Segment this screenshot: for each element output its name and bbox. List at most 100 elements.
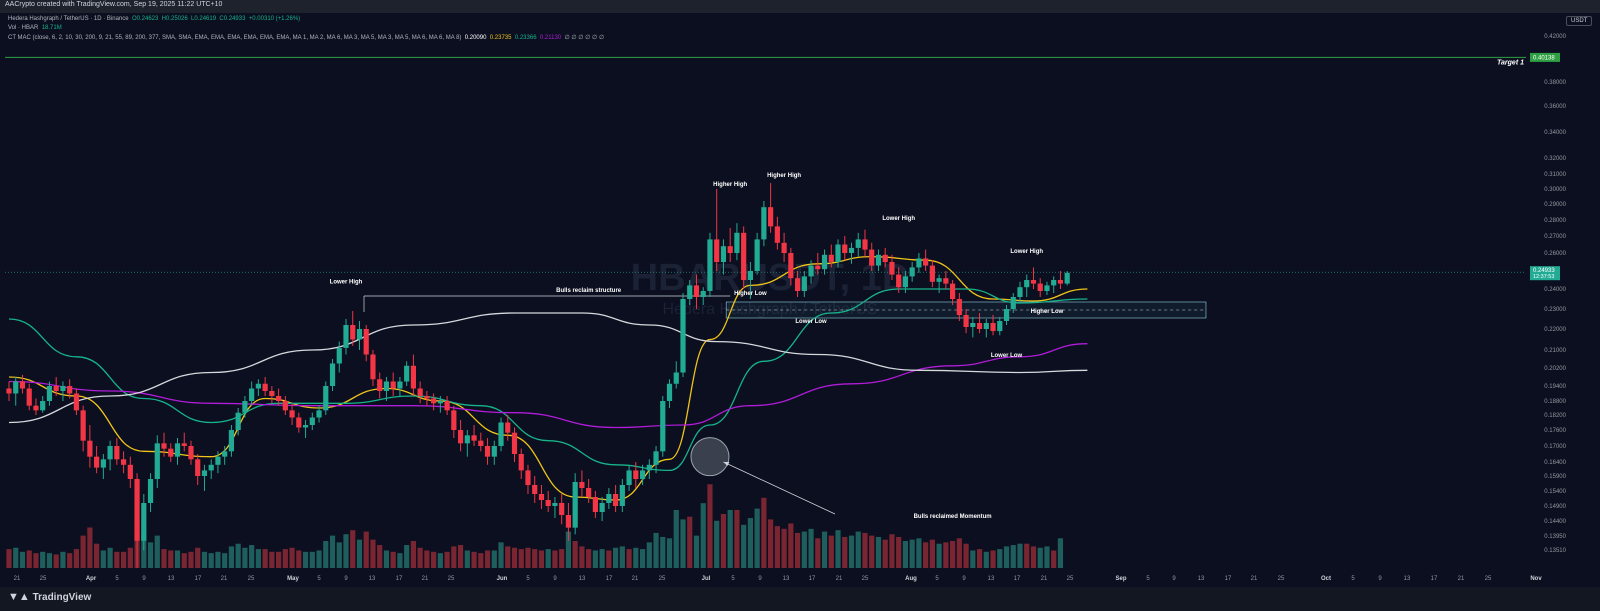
top-attribution-bar: AACrypto created with TradingView.com, S… (0, 0, 1600, 13)
chart-area[interactable] (0, 13, 1600, 587)
x-axis-label: 25 (1485, 576, 1492, 582)
x-axis-label: May (287, 576, 299, 582)
volume-bar (613, 547, 619, 568)
volume-bar (943, 542, 949, 568)
candle-body (626, 470, 632, 485)
volume-bar (579, 546, 585, 568)
candle-body (255, 383, 261, 389)
candle-body (815, 265, 821, 270)
candle-body (862, 239, 868, 250)
y-axis-label: 0.22000 (1544, 327, 1566, 333)
candle-body (1051, 280, 1057, 286)
volume-bar (781, 528, 787, 568)
x-axis-label: 21 (632, 576, 639, 582)
candle-body (848, 247, 855, 253)
volume-bar (141, 534, 147, 568)
candle-body (1057, 280, 1064, 284)
x-axis-label: 21 (1251, 576, 1258, 582)
volume-bar (255, 549, 261, 568)
candle-body (801, 276, 807, 291)
candle-body (882, 254, 888, 262)
volume-bar (417, 547, 423, 568)
annotation-label: Bulls reclaimed Momentum (914, 514, 992, 520)
volume-bar (215, 551, 221, 568)
volume-bar (377, 545, 383, 568)
candle-body (518, 454, 524, 471)
candle-body (916, 258, 922, 268)
volume-bar (410, 541, 416, 568)
x-axis-label: Sep (1115, 576, 1126, 582)
x-axis-label: 21 (422, 576, 429, 582)
candle-body (896, 274, 902, 288)
legend-volume-value: 18.71M (41, 25, 62, 31)
volume-bar (956, 538, 962, 568)
x-axis-label: 13 (369, 576, 376, 582)
x-axis-label: 21 (221, 576, 228, 582)
candle-body (363, 329, 369, 355)
volume-bar (249, 545, 255, 568)
volume-bar (741, 524, 747, 568)
tv-logo-icon: ▼▲ (8, 591, 30, 603)
candle-body (134, 479, 140, 541)
volume-bar (161, 549, 167, 568)
volume-bar (6, 549, 12, 568)
candle-body (754, 239, 760, 271)
volume-bar (424, 550, 430, 568)
volume-bar (491, 550, 497, 568)
volume-bar (329, 535, 336, 568)
y-axis-label: 0.13510 (1544, 548, 1566, 554)
candle-body (734, 232, 740, 253)
legend-line-1: Hedera Hashgraph / TetherUS · 1D · Binan… (8, 16, 300, 22)
y-axis-label: 0.20200 (1544, 366, 1566, 372)
volume-bar (532, 549, 538, 568)
volume-bar (46, 553, 53, 568)
volume-bar (1051, 550, 1057, 568)
x-axis-label: 5 (935, 576, 939, 582)
volume-bar (545, 549, 551, 568)
countdown-label: 12:37:53 (1533, 274, 1554, 280)
volume-bar (343, 534, 349, 568)
y-axis-label: 0.14900 (1544, 504, 1566, 510)
candle-body (929, 265, 935, 282)
volume-bar (228, 546, 235, 568)
volume-bar (896, 536, 902, 568)
candle-body (188, 446, 194, 460)
x-axis-label: 17 (809, 576, 816, 582)
moving-average-line (8, 312, 1088, 424)
volume-bar (592, 550, 598, 568)
legend-ma-value-4: 0.21130 (539, 35, 562, 41)
candle-body (983, 323, 989, 329)
candle-body (491, 446, 497, 457)
target-price-label: 0.40138 (1533, 55, 1555, 61)
volume-bar (390, 551, 396, 568)
x-axis-label: 21 (1458, 576, 1465, 582)
candle-body (976, 323, 983, 329)
volume-bar (727, 509, 733, 568)
candle-body (700, 291, 706, 297)
volume-bar (680, 519, 686, 568)
volume-bar (262, 549, 268, 568)
x-axis-label: 25 (448, 576, 455, 582)
y-axis-label: 0.19400 (1544, 384, 1566, 390)
volume-bar (997, 549, 1003, 568)
volume-bar (565, 531, 572, 568)
y-axis-label: 0.23000 (1544, 307, 1566, 313)
candle-body (228, 430, 235, 452)
currency-selector[interactable]: USDT (1566, 16, 1593, 26)
tradingview-logo[interactable]: ▼▲ TradingView (8, 591, 91, 603)
volume-bar (1037, 547, 1043, 568)
annotation-label: Lower High (330, 280, 363, 286)
volume-bar (1003, 546, 1010, 568)
volume-bar (181, 553, 187, 568)
candle-body (417, 388, 423, 396)
annotation-label: Lower Low (795, 319, 827, 325)
candle-body (714, 239, 720, 262)
volume-bar (505, 546, 511, 568)
y-axis-label: 0.28000 (1544, 218, 1566, 224)
candle-body (747, 271, 753, 280)
candle-body (687, 285, 693, 299)
volume-bar (309, 551, 315, 568)
volume-bar (815, 538, 821, 568)
volume-bar (114, 551, 120, 568)
price-chart[interactable]: HBARUSDT, 1D Hedera Hashgraph / TetherUS … (0, 0, 1600, 587)
